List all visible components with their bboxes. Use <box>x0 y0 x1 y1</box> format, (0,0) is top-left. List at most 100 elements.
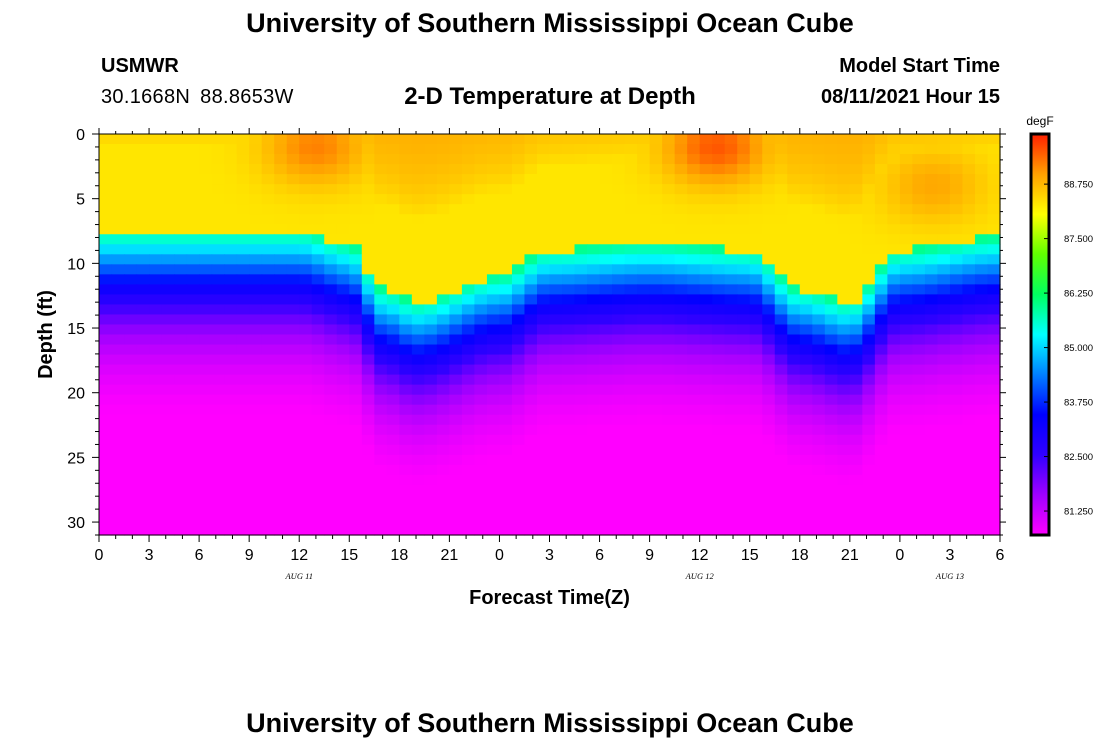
heatmap-cell <box>924 154 939 165</box>
heatmap-cell <box>111 144 125 155</box>
heatmap-cell <box>361 334 375 346</box>
heatmap-cell <box>349 154 363 165</box>
heatmap-cell <box>311 474 325 486</box>
heatmap-cell <box>349 284 363 296</box>
heatmap-cell <box>737 234 751 245</box>
heatmap-cell <box>236 214 250 225</box>
heatmap-cell <box>862 394 876 406</box>
heatmap-cell <box>599 164 613 175</box>
heatmap-cell <box>361 204 375 215</box>
heatmap-cell <box>699 164 713 175</box>
heatmap-cell <box>149 204 163 215</box>
heatmap-cell <box>399 434 413 446</box>
heatmap-cell <box>799 444 813 456</box>
heatmap-cell <box>687 184 701 195</box>
heatmap-cell <box>161 234 175 245</box>
heatmap-cell <box>511 154 526 165</box>
heatmap-cell <box>374 314 388 326</box>
heatmap-cell <box>849 194 863 205</box>
heatmap-cell <box>962 494 976 506</box>
heatmap-cell <box>699 264 713 275</box>
heatmap-cell <box>174 384 188 396</box>
heatmap-cell <box>924 164 939 175</box>
heatmap-cell <box>424 274 438 285</box>
heatmap-cell <box>974 254 989 265</box>
heatmap-cell <box>399 304 413 316</box>
heatmap-cell <box>687 234 701 245</box>
heatmap-cell <box>699 304 713 316</box>
heatmap-cell <box>937 394 951 406</box>
heatmap-cell <box>662 444 676 456</box>
heatmap-cell <box>574 324 588 336</box>
heatmap-cell <box>587 224 601 235</box>
heatmap-cell <box>987 454 1001 466</box>
heatmap-cell <box>286 314 300 326</box>
heatmap-cell <box>587 194 601 205</box>
heatmap-cell <box>799 334 813 346</box>
heatmap-cell <box>974 274 989 285</box>
heatmap-cell <box>324 334 338 346</box>
heatmap-cell <box>912 214 926 225</box>
heatmap-cell <box>536 514 551 526</box>
heatmap-cell <box>311 144 325 155</box>
heatmap-cell <box>574 434 588 446</box>
heatmap-cell <box>461 134 476 145</box>
colorbar-tick-label: 83.750 <box>1064 398 1093 409</box>
heatmap-cell <box>324 524 338 536</box>
heatmap-cell <box>562 384 576 396</box>
heatmap-cell <box>674 204 688 215</box>
heatmap-cell <box>524 174 538 185</box>
heatmap-cell <box>962 514 976 526</box>
heatmap-cell <box>99 394 113 406</box>
heatmap-cell <box>712 324 726 336</box>
heatmap-cell <box>662 154 676 165</box>
heatmap-cell <box>199 274 213 285</box>
heatmap-cell <box>449 144 463 155</box>
heatmap-cell <box>837 154 851 165</box>
heatmap-cell <box>524 454 538 466</box>
heatmap-cell <box>361 254 375 265</box>
heatmap-cell <box>624 404 638 416</box>
heatmap-cell <box>612 524 626 536</box>
heatmap-cell <box>712 424 726 436</box>
heatmap-cell <box>336 264 350 275</box>
heatmap-cell <box>399 284 413 296</box>
heatmap-cell <box>837 284 851 296</box>
heatmap-cell <box>511 254 526 265</box>
heatmap-cell <box>549 244 563 255</box>
heatmap-cell <box>536 424 551 436</box>
heatmap-cell <box>949 234 964 245</box>
heatmap-cell <box>674 134 688 145</box>
heatmap-cell <box>211 334 225 346</box>
heatmap-cell <box>962 254 976 265</box>
heatmap-cell <box>224 384 238 396</box>
heatmap-cell <box>574 494 588 506</box>
heatmap-cell <box>649 244 663 255</box>
heatmap-cell <box>974 164 989 175</box>
heatmap-cell <box>499 234 513 245</box>
heatmap-cell <box>849 364 863 376</box>
heatmap-cell <box>912 374 926 386</box>
heatmap-cell <box>612 284 626 296</box>
heatmap-cell <box>699 214 713 225</box>
heatmap-cell <box>236 504 250 516</box>
heatmap-cell <box>787 134 801 145</box>
heatmap-cell <box>236 284 250 296</box>
heatmap-cell <box>887 274 901 285</box>
heatmap-cell <box>211 364 225 376</box>
heatmap-cell <box>386 254 400 265</box>
heatmap-cell <box>712 264 726 275</box>
heatmap-cell <box>837 234 851 245</box>
heatmap-cell <box>687 314 701 326</box>
heatmap-cell <box>374 324 388 336</box>
heatmap-cell <box>962 284 976 296</box>
heatmap-cell <box>349 204 363 215</box>
heatmap-cell <box>612 384 626 396</box>
heatmap-cell <box>637 404 651 416</box>
heatmap-cell <box>649 334 663 346</box>
heatmap-cell <box>599 284 613 296</box>
heatmap-cell <box>737 184 751 195</box>
heatmap-cell <box>374 304 388 316</box>
heatmap-cell <box>386 304 400 316</box>
heatmap-cell <box>361 324 375 336</box>
